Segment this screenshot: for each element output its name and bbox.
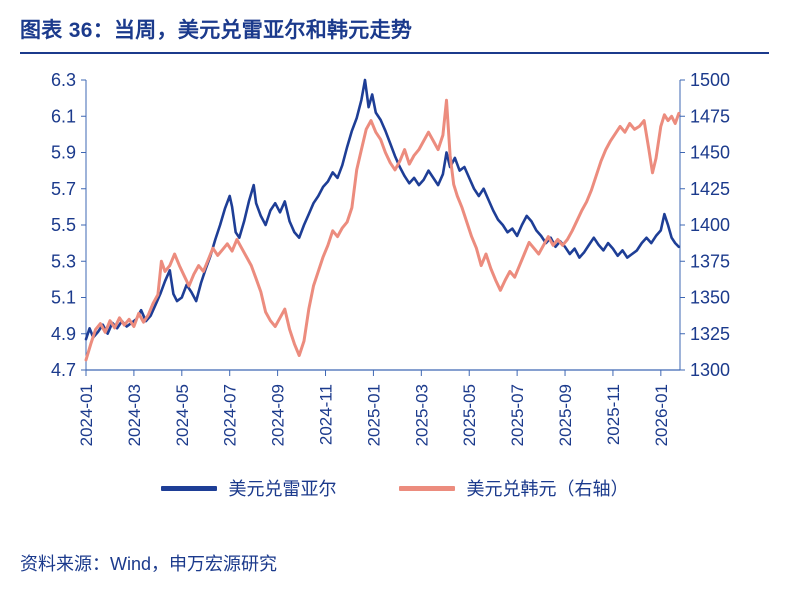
svg-text:2025-03: 2025-03 (412, 384, 431, 446)
svg-text:5.9: 5.9 (51, 143, 76, 163)
svg-text:2024-03: 2024-03 (125, 384, 144, 446)
svg-text:1450: 1450 (690, 143, 730, 163)
source-note: 资料来源：Wind，申万宏源研究 (20, 554, 278, 574)
svg-text:2024-01: 2024-01 (77, 384, 96, 446)
svg-text:2026-01: 2026-01 (652, 384, 671, 446)
svg-text:1350: 1350 (690, 288, 730, 308)
svg-text:1325: 1325 (690, 324, 730, 344)
svg-text:1475: 1475 (690, 106, 730, 126)
svg-text:1300: 1300 (690, 360, 730, 380)
svg-text:4.9: 4.9 (51, 324, 76, 344)
figure-header: 图表 36：当周，美元兑雷亚尔和韩元走势 (20, 14, 769, 54)
svg-text:2025-11: 2025-11 (604, 384, 623, 445)
svg-text:5.7: 5.7 (51, 179, 76, 199)
svg-text:2025-05: 2025-05 (460, 384, 479, 446)
svg-text:6.1: 6.1 (51, 106, 76, 126)
svg-text:4.7: 4.7 (51, 360, 76, 380)
figure-title: 图表 36：当周，美元兑雷亚尔和韩元走势 (20, 19, 413, 42)
svg-text:2024-05: 2024-05 (173, 384, 192, 446)
svg-text:5.5: 5.5 (51, 215, 76, 235)
legend-item-brl: 美元兑雷亚尔 (160, 475, 337, 501)
legend-swatch-brl (160, 485, 217, 491)
svg-text:1500: 1500 (690, 70, 730, 90)
svg-text:6.3: 6.3 (51, 70, 76, 90)
svg-text:2025-09: 2025-09 (556, 384, 575, 446)
svg-text:2024-07: 2024-07 (221, 384, 240, 446)
svg-text:1375: 1375 (690, 251, 730, 271)
svg-text:2024-09: 2024-09 (269, 384, 288, 446)
svg-text:2025-07: 2025-07 (508, 384, 527, 446)
svg-text:5.1: 5.1 (51, 288, 76, 308)
chart-legend: 美元兑雷亚尔 美元兑韩元（右轴） (20, 475, 769, 501)
svg-text:1400: 1400 (690, 215, 730, 235)
svg-text:5.3: 5.3 (51, 251, 76, 271)
legend-swatch-krw (398, 485, 455, 491)
svg-text:1425: 1425 (690, 179, 730, 199)
exchange-rate-line-chart: 4.7 4.9 5.1 5.3 5.5 5.7 5.9 6.1 6.3 1300 1325 1350 1… (51, 70, 730, 446)
legend-label-brl: 美元兑雷亚尔 (228, 479, 337, 499)
legend-label-krw: 美元兑韩元（右轴） (466, 479, 629, 499)
chart-area: 4.7 4.9 5.1 5.3 5.5 5.7 5.9 6.1 6.3 1300 1325 1350 1… (20, 70, 769, 467)
svg-text:2024-11: 2024-11 (317, 384, 336, 445)
legend-item-krw: 美元兑韩元（右轴） (398, 475, 629, 501)
svg-text:2025-01: 2025-01 (364, 384, 383, 446)
